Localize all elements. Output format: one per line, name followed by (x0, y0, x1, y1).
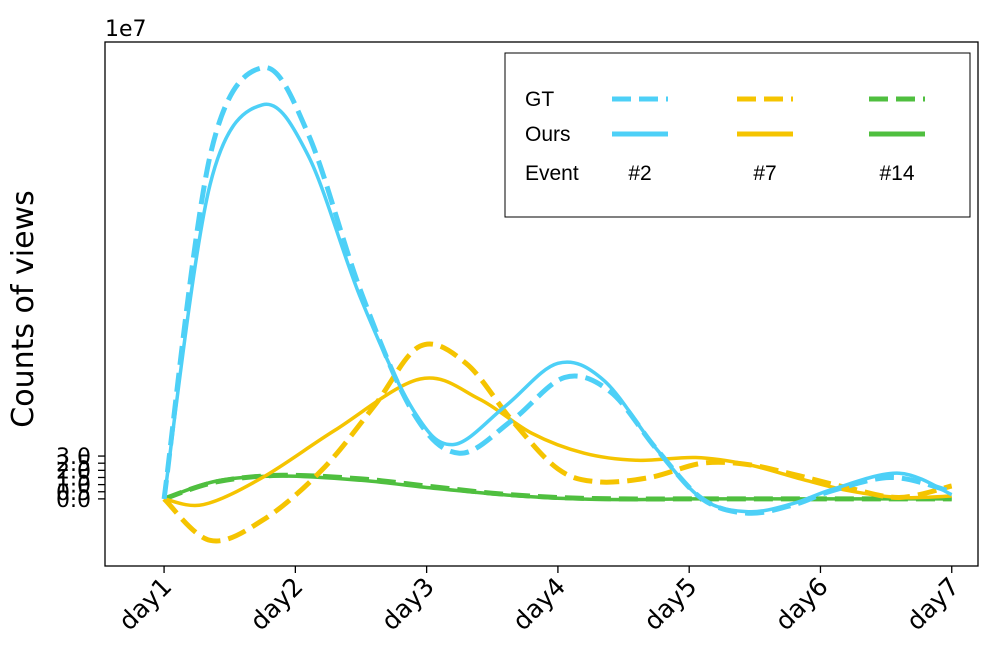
y-tick-label: 2.5 (56, 452, 91, 477)
y-tick-label: 0.0 (56, 488, 91, 513)
series-line-ours-event-2 (162, 102, 953, 514)
legend: GT Ours Event #2 #7 #14 (504, 52, 971, 218)
y-tick-label: 1.5 (56, 466, 91, 491)
legend-row-label: Ours (525, 123, 571, 146)
legend-row-label: GT (525, 88, 554, 111)
y-tick-label: 2.0 (56, 459, 91, 484)
y-offset-label: 1e7 (105, 17, 147, 42)
legend-column-label: #7 (753, 162, 776, 185)
series-line-ours-event-7 (163, 376, 952, 508)
legend-column-label: #14 (879, 162, 914, 185)
plot-frame (104, 41, 979, 567)
y-axis-label: Counts of views (6, 190, 41, 427)
y-tick-label: 1.0 (56, 474, 91, 499)
legend-column-label: #2 (628, 162, 651, 185)
y-tick-label: 3.0 (56, 445, 91, 470)
series-layer (161, 65, 953, 544)
series-line-gt-event-7 (162, 341, 953, 544)
legend-row-label: Event (525, 162, 579, 185)
series-line-ours-event-14 (163, 474, 952, 502)
y-tick-label: 0.5 (56, 481, 91, 506)
